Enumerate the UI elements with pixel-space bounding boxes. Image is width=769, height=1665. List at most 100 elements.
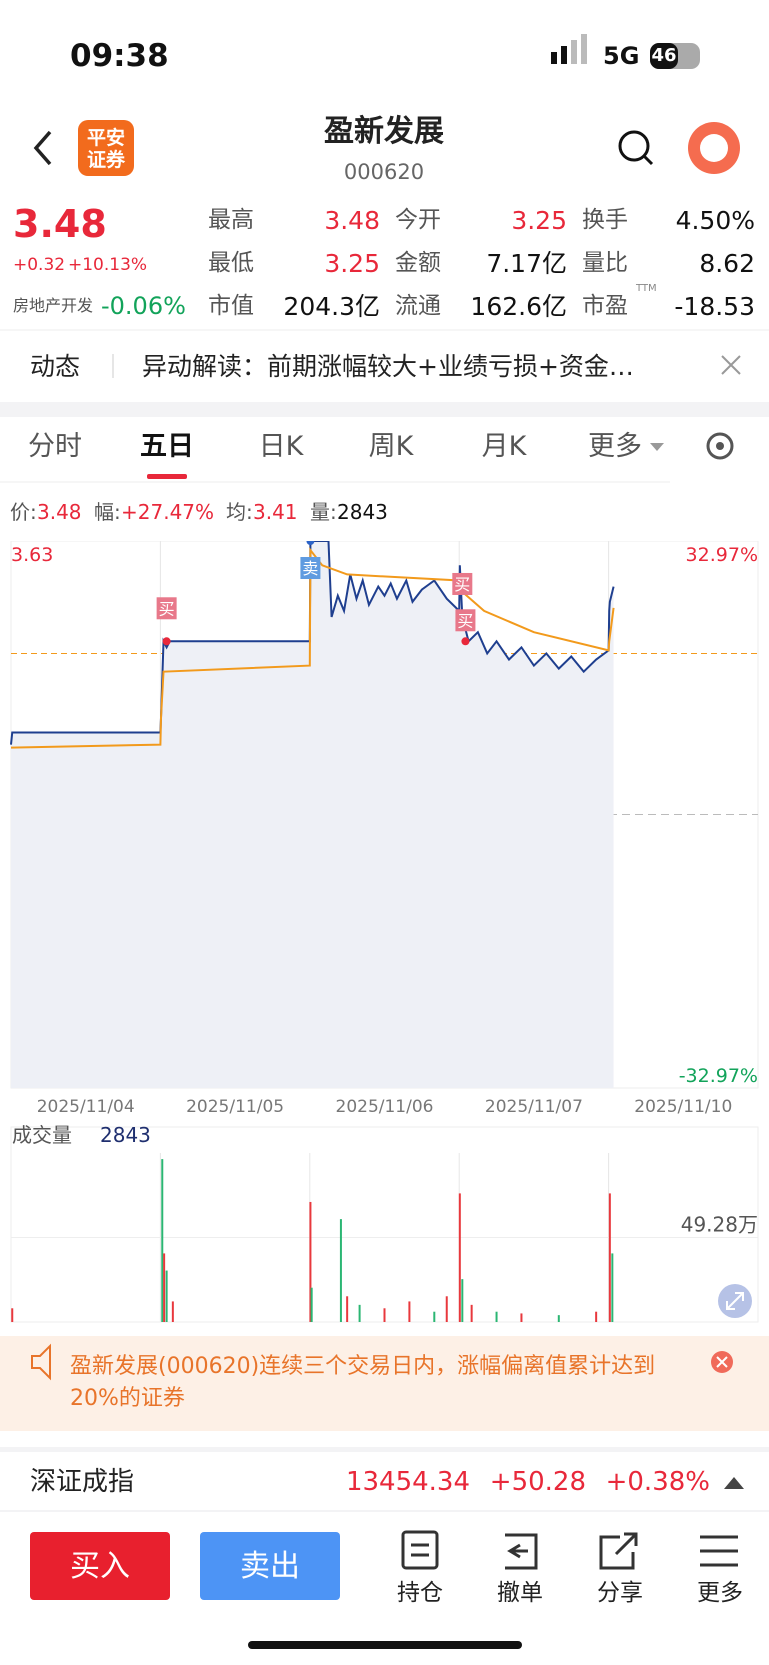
volume-bar [165, 1270, 168, 1322]
field-label: 量比 [582, 249, 628, 276]
info-value: 3.48 [37, 500, 82, 524]
pe-note: TTM [636, 283, 657, 294]
info-label: 量: [310, 500, 337, 524]
tab[interactable]: 日K [258, 430, 304, 462]
back[interactable] [33, 130, 52, 166]
field-label: 流通 [395, 292, 441, 319]
logo: 平安 [86, 126, 126, 149]
sector: 房地产开发 [13, 296, 94, 315]
field-value: 204.3亿 [283, 291, 380, 321]
trade-label: 买 [159, 599, 175, 618]
buy-button[interactable] [30, 1532, 170, 1600]
field-label: 金额 [395, 249, 441, 276]
sell-button[interactable] [200, 1532, 340, 1600]
volume-bar [11, 1308, 14, 1322]
field-value: 4.50% [675, 205, 755, 235]
alert-text[interactable]: 盈新发展(000620)连续三个交易日内，涨幅偏离值累计达到20%的证券 [70, 1354, 656, 1411]
trade-badge [455, 609, 476, 632]
status-time: 09:38 [70, 37, 169, 74]
volume-bar [470, 1304, 473, 1322]
buy-label[interactable]: 买入 [70, 1549, 130, 1584]
nav-label[interactable]: 撤单 [497, 1579, 543, 1606]
volume-bar [383, 1308, 386, 1322]
news-label: 动态 [30, 351, 81, 381]
sector-change: -0.06% [101, 292, 186, 320]
nav-label[interactable]: 分享 [597, 1579, 643, 1606]
volume-bar [309, 1201, 312, 1322]
index-change: +50.28 [489, 1467, 586, 1497]
trade-badge [452, 572, 473, 595]
tab[interactable]: 分时 [28, 430, 82, 462]
tab[interactable]: 周K [368, 430, 414, 462]
price: 3.48 [13, 202, 107, 246]
field-value: 8.62 [699, 248, 755, 278]
volume-bar [445, 1296, 448, 1322]
info-value: 2843 [337, 500, 388, 524]
index-pct: +0.38% [605, 1467, 710, 1497]
y2-tick-label: 32.97% [686, 544, 758, 566]
volume-bar [433, 1311, 436, 1322]
battery: 46 [651, 45, 677, 66]
field-value: 3.25 [324, 248, 380, 278]
volume-bar [408, 1301, 411, 1322]
tab[interactable]: 五日 [140, 430, 194, 462]
trade-point [162, 637, 171, 646]
trade-label: 买 [457, 611, 473, 630]
volume-bar [346, 1296, 349, 1322]
info-value: 3.41 [253, 500, 298, 524]
info-value: +27.47% [121, 500, 215, 524]
volume-bar [171, 1301, 174, 1322]
x-tick-label: 2025/11/05 [186, 1097, 284, 1117]
average-line [10, 547, 615, 749]
x-tick-label: 2025/11/04 [37, 1097, 135, 1117]
volume-bar [163, 1253, 166, 1322]
stock-title: 盈新发展 [324, 114, 444, 149]
sell-label[interactable]: 卖出 [240, 1549, 300, 1584]
nav-label[interactable]: 更多 [697, 1579, 743, 1606]
field-label: 最高 [208, 206, 254, 233]
volume-bar [458, 1193, 461, 1322]
volume-bar [339, 1219, 342, 1322]
field-value: 3.25 [511, 205, 567, 235]
field-value: 162.6亿 [470, 291, 567, 321]
volume-bar [310, 1287, 313, 1322]
price-area [11, 541, 614, 1088]
stock-code: 000620 [343, 159, 425, 184]
index-name: 深证成指 [30, 1467, 135, 1497]
tab[interactable]: 月K [481, 430, 527, 462]
field-label: 今开 [395, 206, 441, 233]
volume-bar [611, 1253, 614, 1322]
trade-badge [300, 557, 321, 579]
info-label: 均: [226, 500, 253, 524]
field-label: 市值 [208, 292, 254, 319]
chart: 3.632.731.8332.97%-32.97%2025/11/042025/… [10, 541, 759, 1323]
trade-badge [156, 597, 177, 620]
trade-label: 买 [454, 575, 470, 594]
field-label: 换手 [582, 206, 628, 233]
info-label: 价: [10, 500, 37, 524]
network: 5G [603, 42, 640, 70]
volume-bar [461, 1279, 464, 1322]
change: +0.32 [13, 254, 66, 275]
logo: 证券 [86, 148, 126, 171]
field-label: 最低 [208, 249, 254, 276]
volume-bar [608, 1193, 611, 1322]
field-value: 3.48 [324, 205, 380, 235]
y-tick-label: 3.63 [11, 544, 53, 566]
volume-bar [557, 1315, 560, 1322]
x-tick-label: 2025/11/07 [485, 1097, 583, 1117]
field-value: 7.17亿 [486, 248, 567, 278]
nav-label[interactable]: 持仓 [397, 1579, 443, 1606]
volume-title: 成交量 [12, 1123, 72, 1147]
volume-bar [495, 1311, 498, 1322]
news-text[interactable]: 异动解读：前期涨幅较大+业绩亏损+资金… [142, 351, 634, 381]
volume-value: 2843 [100, 1123, 151, 1147]
info-label: 幅: [94, 500, 121, 524]
index-value: 13454.34 [345, 1467, 470, 1497]
volume-bar [520, 1313, 523, 1322]
y2-tick-label: -32.97% [679, 1065, 758, 1087]
tab[interactable]: 更多 [588, 430, 642, 462]
y-tick-label: 49.28万 [681, 1213, 758, 1237]
